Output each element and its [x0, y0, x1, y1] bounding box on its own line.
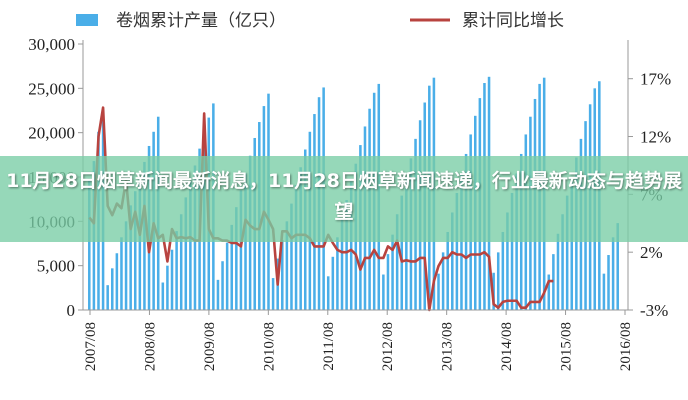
y-left-tick-label: 5,000: [37, 257, 75, 276]
bar: [138, 177, 142, 310]
y-right-tick-label: 17%: [640, 70, 671, 89]
bar: [556, 233, 560, 310]
bar: [111, 268, 114, 310]
bar: [602, 273, 606, 310]
bar: [345, 200, 348, 310]
y-left-tick-label: 0: [67, 301, 76, 320]
bar: [331, 256, 335, 310]
bar: [285, 221, 289, 310]
bar: [88, 178, 91, 310]
bar: [437, 273, 440, 310]
bar: [115, 253, 119, 310]
bar: [235, 207, 238, 310]
bar: [221, 261, 224, 310]
bar: [290, 203, 293, 310]
bar: [133, 191, 137, 310]
x-tick-label: 2015/08: [559, 322, 575, 371]
bar: [120, 237, 123, 310]
x-tick-label: 2012/08: [380, 322, 396, 371]
bar: [184, 197, 188, 310]
bar: [124, 221, 128, 310]
bar: [239, 190, 243, 310]
x-tick-label: 2010/08: [261, 322, 277, 371]
legend-line-label: 累计同比增长: [462, 11, 564, 31]
bar: [400, 195, 404, 310]
bar: [405, 177, 408, 310]
bar: [175, 231, 178, 310]
bar: [395, 214, 399, 310]
bar: [106, 285, 109, 310]
x-tick-label: 2014/08: [499, 322, 515, 371]
x-tick-label: 2011/08: [321, 322, 337, 371]
bar: [607, 255, 610, 310]
x-tick-label: 2007/08: [83, 322, 99, 371]
bar: [455, 192, 459, 310]
y-right-tick-label: -3%: [640, 301, 668, 320]
bar: [611, 237, 615, 310]
bar: [496, 252, 500, 310]
x-tick-label: 2013/08: [440, 322, 456, 371]
bar: [326, 276, 330, 310]
bar: [281, 239, 284, 310]
x-tick-label: 2009/08: [202, 322, 218, 371]
bar: [451, 212, 454, 310]
axes: 05,00010,00015,00020,00025,00030,000-3%2…: [28, 35, 671, 371]
bar: [179, 214, 183, 310]
x-tick-label: 2016/08: [618, 322, 634, 371]
legend-bar-label: 卷烟累计产量（亿只）: [116, 11, 286, 31]
bar: [382, 274, 385, 310]
bar: [216, 279, 220, 310]
y-right-tick-label: 12%: [640, 128, 671, 147]
bar: [129, 205, 132, 310]
bar: [446, 231, 449, 310]
y-right-tick-label: 2%: [640, 243, 663, 262]
bar: [225, 242, 229, 310]
line-series-layer: [88, 106, 554, 312]
x-tick-label: 2008/08: [142, 322, 158, 371]
bar: [230, 224, 233, 310]
bar: [565, 195, 569, 310]
bar: [510, 192, 514, 310]
bar: [189, 181, 192, 310]
bar: [616, 223, 619, 310]
y-left-tick-label: 25,000: [28, 79, 75, 98]
bar: [349, 181, 353, 310]
bar: [570, 177, 574, 310]
bar: [271, 278, 275, 310]
bar: [561, 214, 564, 310]
legend-bar-swatch: [76, 14, 98, 26]
bar: [161, 282, 165, 310]
bar: [170, 249, 174, 310]
bar: [166, 265, 169, 310]
bar: [441, 252, 445, 310]
y-left-tick-label: 20,000: [28, 124, 75, 143]
title-banner: [0, 156, 688, 242]
growth-line: [88, 106, 554, 312]
bar: [340, 218, 344, 310]
article-title: 11月28日烟草新闻最新消息，11月28日烟草新闻速递，行业最新动态与趋势展望: [6, 170, 682, 223]
bar: [336, 237, 339, 310]
bar: [547, 274, 551, 310]
y-left-tick-label: 30,000: [28, 35, 75, 54]
bar: [386, 254, 390, 310]
bar: [501, 231, 505, 310]
bar: [391, 234, 394, 310]
bar: [294, 184, 298, 310]
bar: [506, 212, 509, 310]
